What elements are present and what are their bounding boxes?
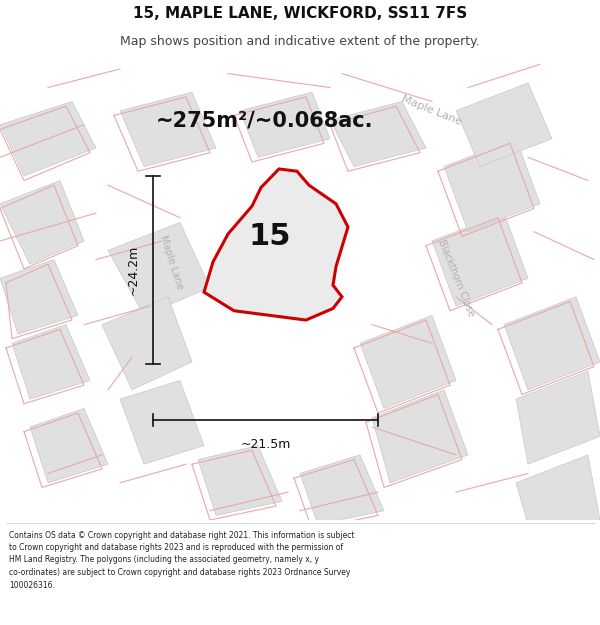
Polygon shape [456, 83, 552, 167]
Polygon shape [12, 325, 90, 399]
Polygon shape [432, 213, 528, 306]
Polygon shape [360, 316, 456, 408]
Text: Maple Lane: Maple Lane [400, 94, 464, 128]
Polygon shape [516, 455, 600, 524]
Text: Maple Lane: Maple Lane [158, 234, 184, 290]
Polygon shape [204, 169, 348, 320]
Text: ~21.5m: ~21.5m [241, 438, 290, 451]
Text: ~24.2m: ~24.2m [127, 245, 140, 295]
Text: Blackthorn Close: Blackthorn Close [436, 238, 476, 318]
Text: ~275m²/~0.068ac.: ~275m²/~0.068ac. [155, 110, 373, 130]
Polygon shape [30, 408, 108, 482]
Polygon shape [0, 101, 96, 176]
Polygon shape [0, 181, 84, 264]
Text: Map shows position and indicative extent of the property.: Map shows position and indicative extent… [120, 35, 480, 48]
Text: Contains OS data © Crown copyright and database right 2021. This information is : Contains OS data © Crown copyright and d… [9, 531, 355, 589]
Text: 15: 15 [249, 221, 292, 251]
Polygon shape [330, 101, 426, 167]
Polygon shape [120, 92, 216, 167]
Polygon shape [108, 222, 210, 316]
Polygon shape [120, 381, 204, 464]
Polygon shape [240, 92, 330, 158]
Polygon shape [516, 371, 600, 464]
Polygon shape [444, 139, 540, 232]
Polygon shape [0, 259, 78, 334]
Text: 15, MAPLE LANE, WICKFORD, SS11 7FS: 15, MAPLE LANE, WICKFORD, SS11 7FS [133, 6, 467, 21]
Polygon shape [504, 297, 600, 390]
Polygon shape [198, 446, 282, 516]
Polygon shape [102, 297, 192, 390]
Polygon shape [372, 390, 468, 482]
Polygon shape [300, 455, 384, 524]
